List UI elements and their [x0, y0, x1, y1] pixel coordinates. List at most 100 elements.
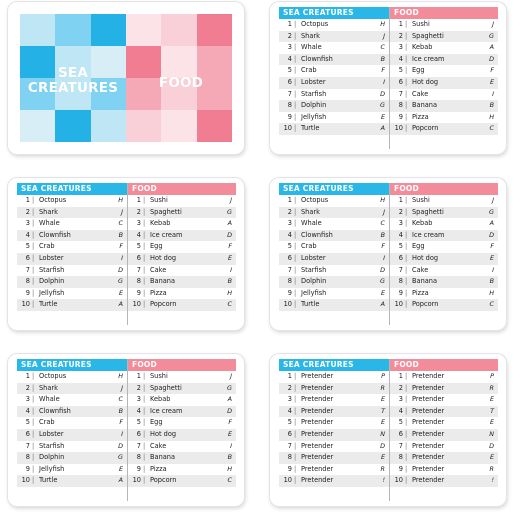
item-number: 9 [287, 112, 292, 121]
item-letter: C [227, 300, 232, 309]
item-name: Hot dog [150, 253, 177, 262]
list-item: 2 | Shark J [17, 382, 127, 395]
item-name: Turtle [39, 300, 58, 309]
item-letter: I [383, 77, 385, 86]
cover-title-line: SEA [58, 65, 88, 81]
item-separator: | [32, 219, 35, 228]
item-name: Turtle [301, 300, 320, 309]
item-letter: D [489, 441, 494, 450]
item-number: 9 [136, 288, 141, 297]
item-name: Banana [150, 453, 176, 462]
mosaic-tile [90, 78, 126, 110]
list-item: 5 | Crab F [17, 417, 127, 429]
item-name: Banana [150, 277, 176, 286]
list-item: 9 | Jellyfish E [17, 287, 127, 300]
item-name: Egg [412, 66, 425, 75]
item-name: Pretender [301, 476, 334, 485]
item-name: Starfish [301, 89, 327, 98]
item-separator: | [294, 230, 297, 239]
item-number: 2 [398, 383, 403, 392]
item-name: Pretender [412, 476, 445, 485]
item-separator: | [405, 406, 408, 415]
item-separator: | [405, 453, 408, 462]
item-number: 5 [398, 242, 403, 251]
item-name: Starfish [301, 265, 327, 274]
list-item: 4 | Clownfish B [279, 53, 389, 66]
item-number: 9 [287, 464, 292, 473]
item-number: 1 [136, 196, 141, 204]
list-item: 6 | Hot dog E [390, 76, 498, 89]
list-item: 8 | Dolphin G [17, 276, 127, 288]
mosaic-tile [90, 14, 126, 46]
item-letter: I [121, 253, 123, 262]
item-number: 10 [394, 300, 403, 309]
list-item: 5 | Pretender E [390, 417, 498, 429]
list-item: 2 | Shark J [279, 30, 389, 43]
item-number: 10 [283, 476, 292, 485]
item-name: Pretender [412, 406, 445, 415]
item-number: 1 [398, 372, 403, 380]
mosaic-tile [20, 110, 56, 142]
item-number: 2 [25, 207, 30, 216]
item-number: 7 [287, 89, 292, 98]
item-letter: J [383, 207, 385, 216]
column-header: FOOD [128, 359, 236, 371]
item-number: 2 [398, 207, 403, 216]
item-separator: | [32, 300, 35, 309]
list-item: 7 | Starfish D [279, 264, 389, 277]
item-name: Spaghetti [150, 383, 182, 392]
list-item: 10 | Pretender! [279, 475, 389, 487]
item-separator: | [143, 453, 146, 462]
item-letter: H [489, 112, 494, 121]
list-item: 1 | Octopus H [17, 195, 127, 207]
item-separator: | [405, 242, 408, 251]
mosaic-tile [55, 46, 91, 78]
item-separator: | [405, 54, 408, 63]
item-number: 7 [398, 89, 403, 98]
item-separator: | [405, 89, 408, 98]
list-item: 10 | Popcorn C [128, 475, 236, 487]
item-name: Pretender [301, 372, 334, 380]
item-name: Pretender [301, 453, 334, 462]
item-number: 4 [25, 406, 30, 415]
item-separator: | [294, 31, 297, 40]
item-separator: | [143, 372, 146, 380]
cover-card: SEA CREATURES FOOD [8, 2, 244, 154]
list-item: 9 | Jellyfish E [279, 287, 389, 300]
item-letter: E [380, 418, 385, 427]
item-separator: | [32, 196, 35, 204]
item-letter: F [490, 66, 494, 75]
item-name: Crab [39, 242, 55, 251]
item-separator: | [405, 43, 408, 52]
item-letter: I [492, 89, 494, 98]
list-item: 2 | Pretender R [390, 382, 498, 395]
item-letter: B [489, 277, 494, 286]
mosaic-tile [20, 14, 56, 46]
item-separator: | [294, 395, 297, 404]
list-item: 8 | Dolphin G [279, 276, 389, 288]
list-table: SEA CREATURES 1 | Octopus H 2 | Shark J 3 | Whale C 4… [279, 7, 498, 149]
item-letter: G [118, 453, 123, 462]
item-number: 10 [394, 124, 403, 133]
item-letter: B [489, 101, 494, 110]
item-number: 7 [136, 265, 141, 274]
item-separator: | [143, 418, 146, 427]
item-name: Shark [301, 31, 320, 40]
item-separator: | [294, 429, 297, 438]
item-separator: | [32, 253, 35, 262]
item-letter: F [228, 418, 232, 427]
item-separator: | [32, 441, 35, 450]
item-letter: I [230, 265, 232, 274]
item-letter: G [380, 101, 385, 110]
item-name: Octopus [39, 372, 67, 380]
list-item: 2 | Spaghetti G [128, 206, 236, 219]
cover-title-sea-creatures: SEA CREATURES [20, 66, 126, 96]
item-separator: | [32, 207, 35, 216]
item-name: Lobster [301, 77, 326, 86]
list-table: SEA CREATURES 1 | Octopus H 2 | Shark J 3 | Whale C 4… [17, 359, 236, 501]
item-letter: A [227, 219, 232, 228]
list-item: 1 | Sushi J [390, 19, 498, 31]
item-number: 4 [287, 230, 292, 239]
item-letter: H [489, 288, 494, 297]
list-item: 8 | Banana B [128, 276, 236, 288]
